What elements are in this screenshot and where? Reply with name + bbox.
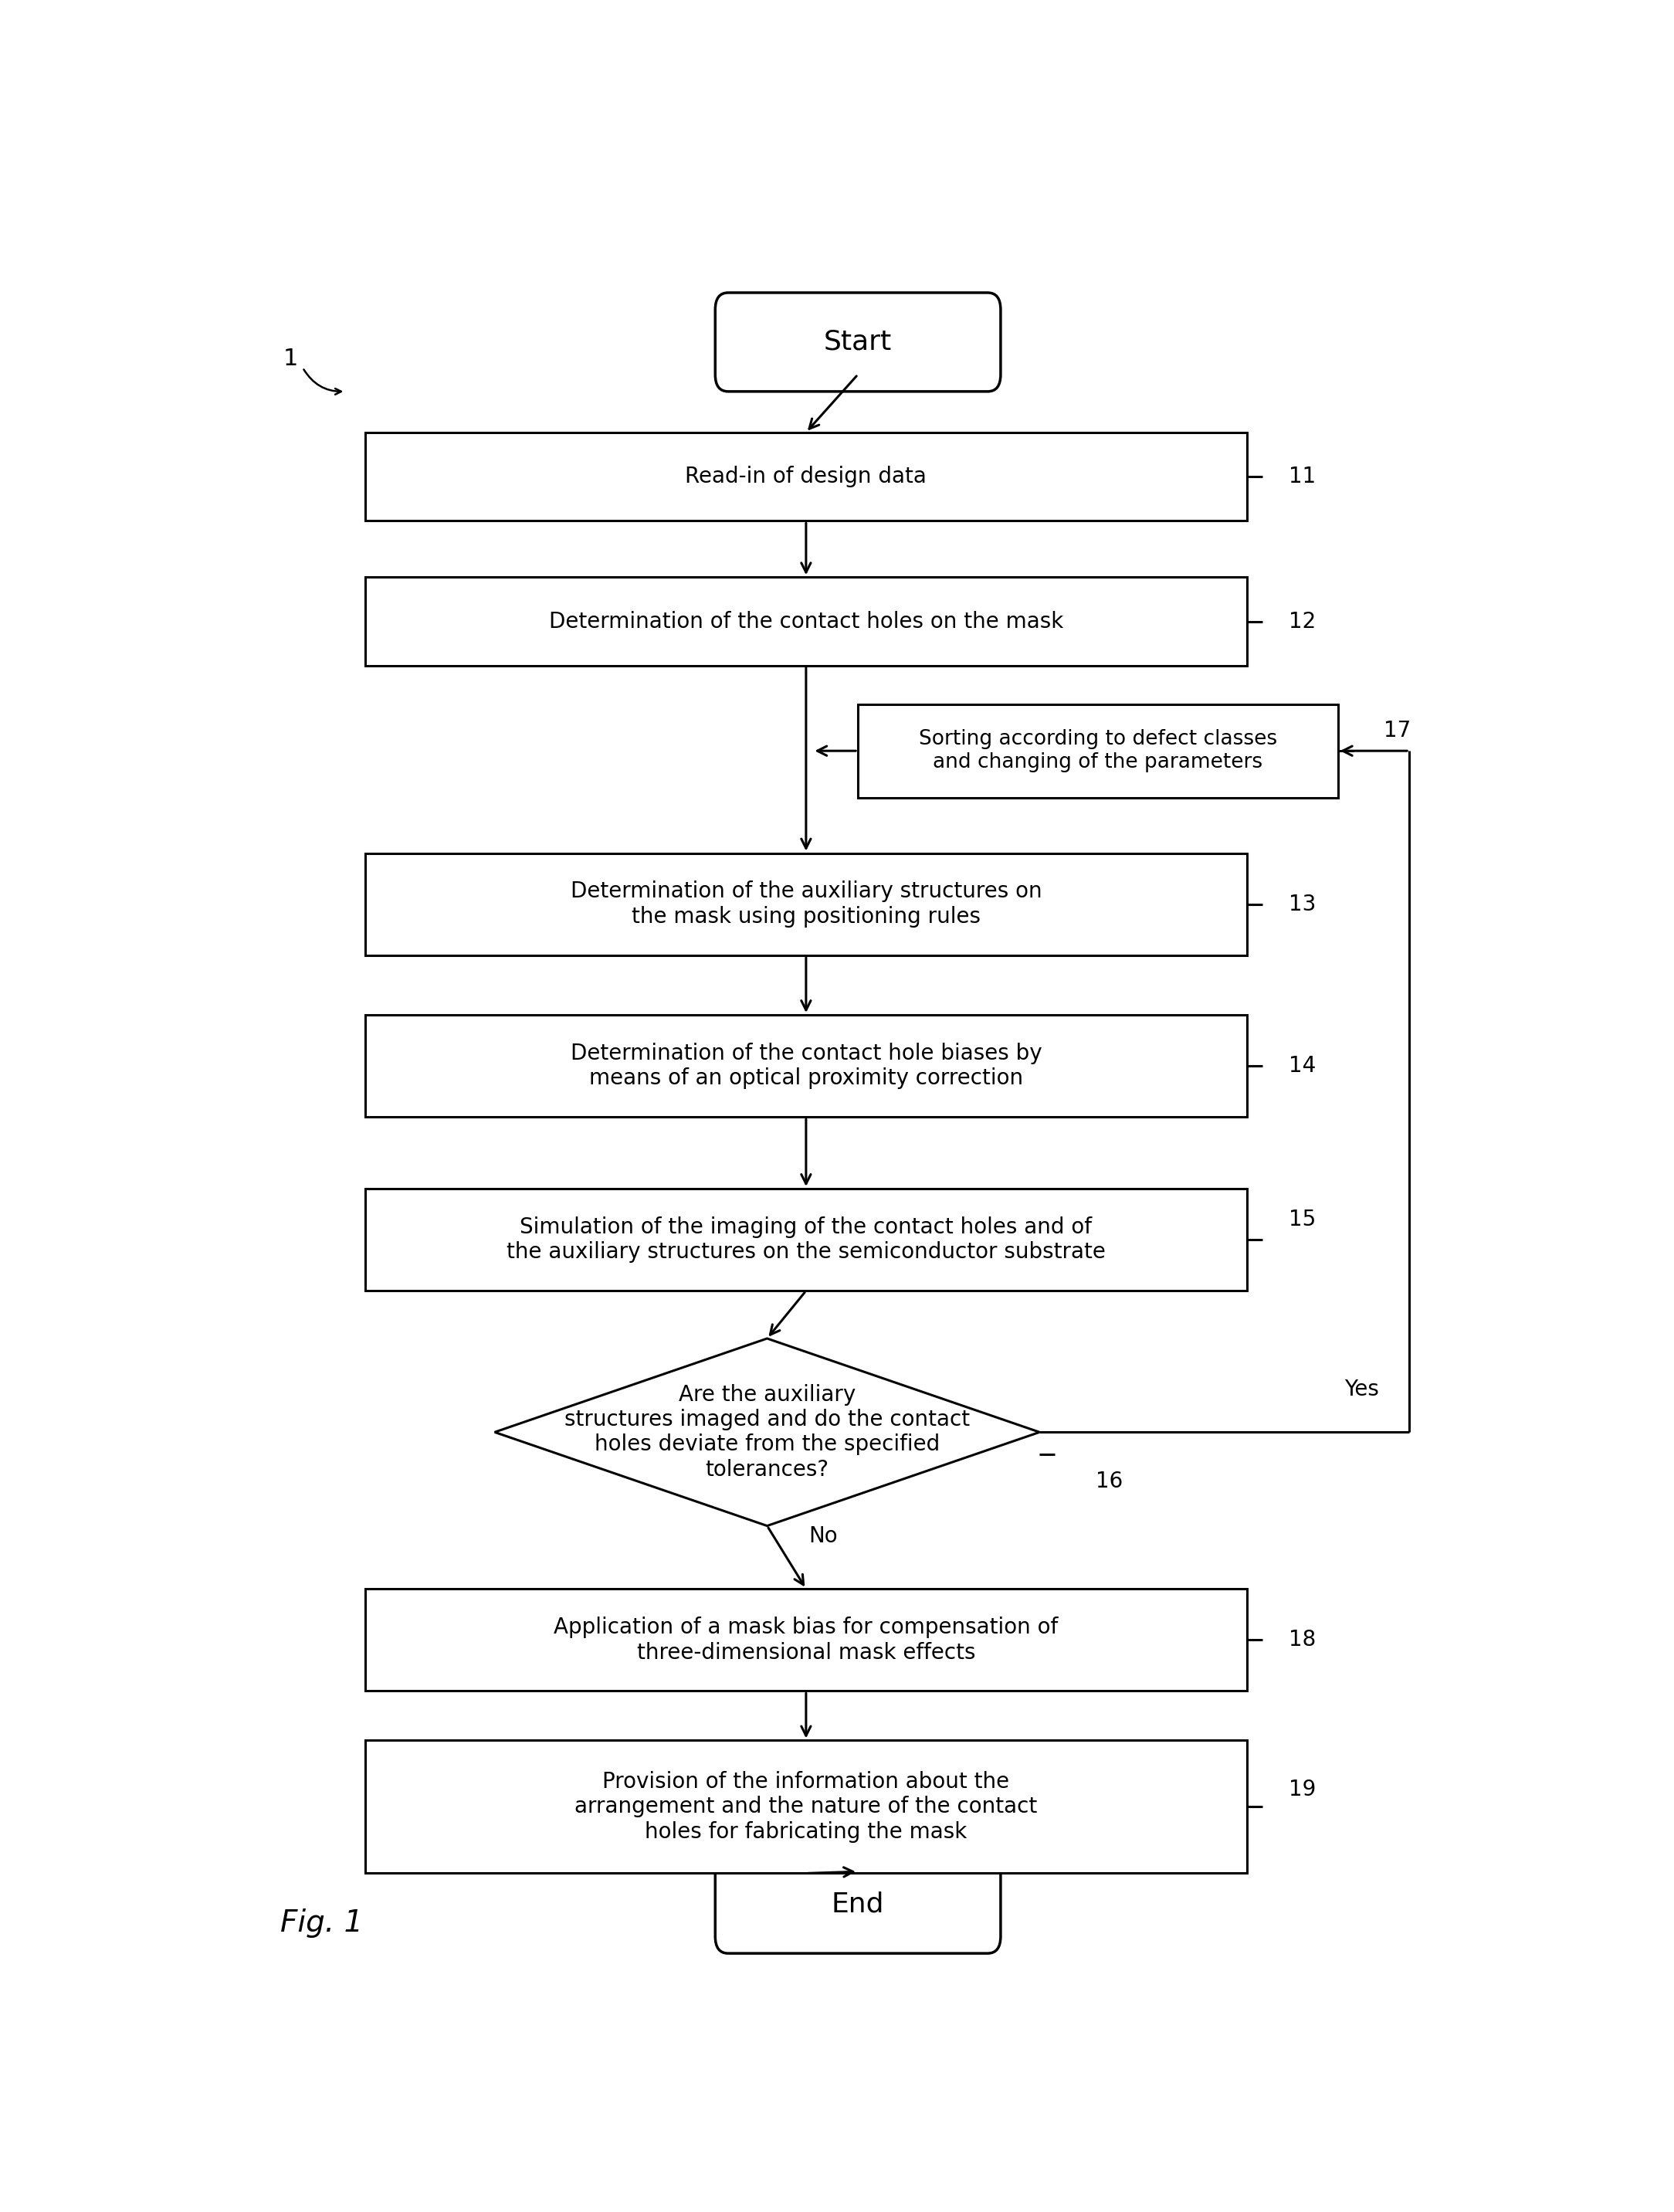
Text: Are the auxiliary
structures imaged and do the contact
holes deviate from the sp: Are the auxiliary structures imaged and …	[564, 1385, 969, 1480]
Text: Fig. 1: Fig. 1	[281, 1909, 363, 1938]
Text: No: No	[809, 1526, 837, 1546]
Text: 16: 16	[1095, 1471, 1123, 1493]
Bar	[365, 1741, 1247, 1874]
Bar	[365, 854, 1247, 956]
Text: Determination of the contact hole biases by
means of an optical proximity correc: Determination of the contact hole biases…	[571, 1042, 1041, 1088]
Text: Yes: Yes	[1344, 1378, 1379, 1400]
Bar	[365, 1015, 1247, 1117]
Bar	[365, 1188, 1247, 1292]
Bar	[365, 1588, 1247, 1690]
FancyBboxPatch shape	[715, 292, 1001, 392]
Bar	[857, 703, 1338, 799]
Bar	[365, 431, 1247, 520]
Text: Determination of the contact holes on the mask: Determination of the contact holes on th…	[549, 611, 1063, 633]
Text: End: End	[832, 1891, 884, 1918]
Text: 14: 14	[1289, 1055, 1316, 1077]
Text: Read-in of design data: Read-in of design data	[685, 467, 927, 487]
Text: 19: 19	[1289, 1778, 1316, 1801]
Text: Application of a mask bias for compensation of
three-dimensional mask effects: Application of a mask bias for compensat…	[554, 1617, 1058, 1663]
Text: 12: 12	[1289, 611, 1316, 633]
FancyBboxPatch shape	[715, 1854, 1001, 1953]
Text: 13: 13	[1289, 894, 1316, 916]
Text: Start: Start	[824, 330, 892, 356]
Text: Determination of the auxiliary structures on
the mask using positioning rules: Determination of the auxiliary structure…	[571, 880, 1041, 927]
Text: 18: 18	[1289, 1630, 1316, 1650]
Text: Provision of the information about the
arrangement and the nature of the contact: Provision of the information about the a…	[574, 1772, 1038, 1843]
Text: 17: 17	[1383, 719, 1411, 741]
Text: 15: 15	[1289, 1208, 1316, 1230]
Polygon shape	[496, 1338, 1040, 1526]
Text: Sorting according to defect classes
and changing of the parameters: Sorting according to defect classes and …	[919, 730, 1277, 772]
Text: Simulation of the imaging of the contact holes and of
the auxiliary structures o: Simulation of the imaging of the contact…	[507, 1217, 1105, 1263]
Bar	[365, 577, 1247, 666]
Text: 11: 11	[1289, 467, 1316, 487]
Text: 1: 1	[283, 347, 298, 369]
